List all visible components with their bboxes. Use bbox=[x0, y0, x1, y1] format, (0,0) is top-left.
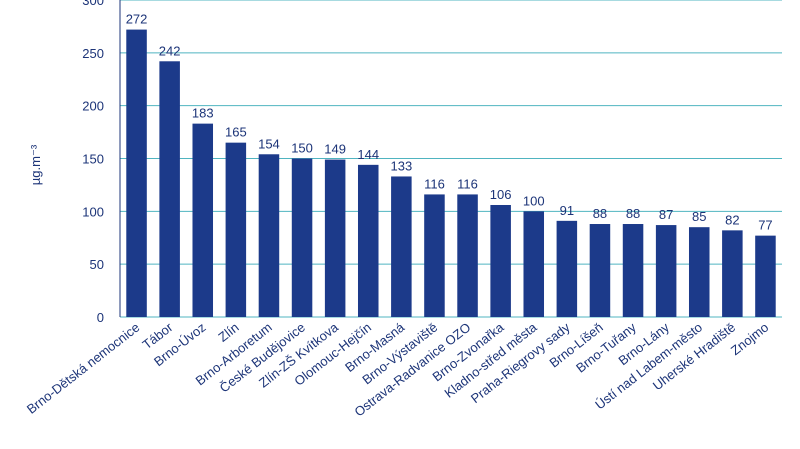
bar bbox=[357, 164, 379, 317]
y-tick-label: 300 bbox=[82, 0, 104, 8]
y-tick-label: 0 bbox=[97, 310, 104, 325]
y-tick-label: 100 bbox=[82, 204, 104, 219]
bar bbox=[192, 123, 214, 317]
bar bbox=[324, 159, 346, 317]
data-label: 91 bbox=[560, 203, 574, 218]
y-axis-label: µg.m⁻³ bbox=[28, 144, 43, 185]
y-tick-label: 50 bbox=[90, 257, 104, 272]
bar bbox=[457, 194, 478, 317]
x-tick-label: Znojmo bbox=[728, 320, 771, 359]
data-label: 116 bbox=[457, 176, 478, 191]
bar bbox=[490, 204, 511, 317]
data-label: 242 bbox=[159, 43, 181, 58]
data-label: 87 bbox=[659, 207, 673, 222]
y-tick-label: 200 bbox=[82, 99, 104, 114]
bar bbox=[722, 230, 743, 317]
bar bbox=[589, 224, 611, 317]
data-label: 133 bbox=[390, 158, 412, 173]
data-label: 116 bbox=[424, 176, 445, 191]
bar bbox=[258, 154, 280, 317]
bar bbox=[391, 176, 412, 317]
data-label: 77 bbox=[758, 218, 772, 233]
data-label: 88 bbox=[593, 206, 607, 221]
data-label: 165 bbox=[225, 125, 247, 140]
bar bbox=[126, 29, 147, 317]
x-tick-label: Brno-Dětská nemocnice bbox=[24, 320, 143, 417]
data-label: 272 bbox=[126, 12, 148, 27]
data-label: 100 bbox=[523, 193, 545, 208]
data-label: 154 bbox=[258, 136, 280, 151]
data-label: 106 bbox=[490, 187, 512, 202]
bar bbox=[424, 194, 445, 317]
data-label: 82 bbox=[725, 212, 739, 227]
bar bbox=[688, 227, 710, 317]
data-label: 85 bbox=[692, 209, 706, 224]
bar bbox=[159, 61, 180, 317]
data-label: 88 bbox=[626, 206, 640, 221]
bar bbox=[556, 220, 578, 317]
bar bbox=[655, 225, 677, 317]
data-label: 183 bbox=[192, 106, 214, 121]
bar bbox=[225, 142, 247, 317]
y-tick-label: 250 bbox=[82, 46, 104, 61]
data-label: 144 bbox=[357, 147, 379, 162]
bar bbox=[291, 158, 313, 317]
data-label: 150 bbox=[291, 141, 313, 156]
data-label: 149 bbox=[324, 142, 346, 157]
bar bbox=[523, 211, 545, 317]
bar bbox=[622, 224, 644, 317]
bar bbox=[755, 235, 776, 317]
y-tick-label: 150 bbox=[82, 152, 104, 167]
